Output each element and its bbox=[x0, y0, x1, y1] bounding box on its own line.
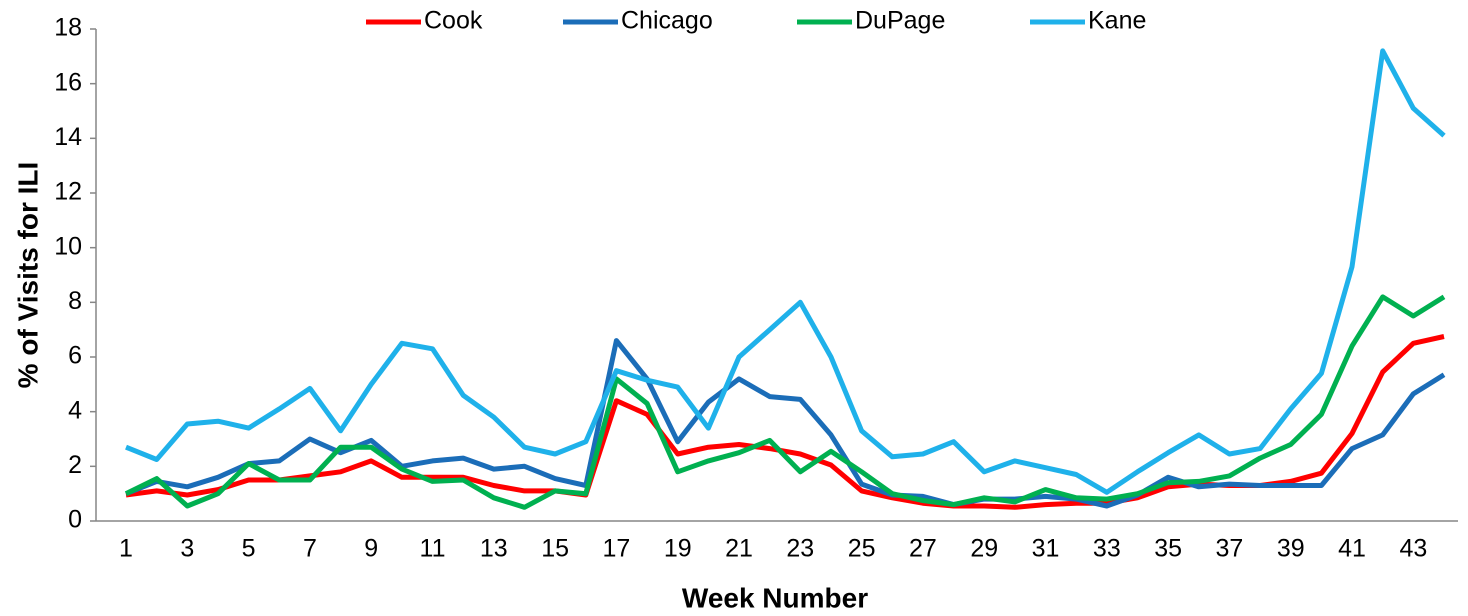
y-axis-title: % of Visits for ILI bbox=[12, 162, 43, 389]
x-tick-label: 29 bbox=[970, 535, 998, 563]
x-tick-label: 25 bbox=[848, 535, 876, 563]
x-tick-label: 3 bbox=[180, 535, 194, 563]
x-tick-label: 43 bbox=[1399, 535, 1427, 563]
x-tick-label: 1 bbox=[119, 535, 133, 563]
x-tick-label: 9 bbox=[364, 535, 378, 563]
y-tick-label: 14 bbox=[54, 123, 82, 151]
x-tick-label: 19 bbox=[664, 535, 692, 563]
x-tick-label: 5 bbox=[242, 535, 256, 563]
y-tick-label: 16 bbox=[54, 68, 82, 96]
series-line bbox=[124, 294, 1446, 510]
y-tick-label: 10 bbox=[54, 232, 82, 260]
x-tick-label: 13 bbox=[480, 535, 508, 563]
y-tick-label: 8 bbox=[68, 287, 82, 315]
x-tick-label: 7 bbox=[303, 535, 317, 563]
series-line bbox=[125, 334, 1445, 510]
x-tick-label: 11 bbox=[420, 535, 446, 563]
y-tick-label: 4 bbox=[68, 396, 82, 424]
y-tick-label: 0 bbox=[68, 506, 82, 534]
x-tick-label: 21 bbox=[725, 535, 753, 563]
y-tick-label: 18 bbox=[54, 14, 82, 42]
x-tick-label: 35 bbox=[1154, 535, 1182, 563]
x-tick-label: 37 bbox=[1216, 535, 1244, 563]
x-tick-label: 27 bbox=[909, 535, 937, 563]
x-axis-title: Week Number bbox=[682, 582, 868, 613]
legend-label: DuPage bbox=[855, 7, 945, 35]
y-tick-label: 12 bbox=[54, 178, 82, 206]
legend-label: Chicago bbox=[621, 7, 713, 35]
x-tick-label: 39 bbox=[1277, 535, 1305, 563]
x-tick-label: 15 bbox=[541, 535, 569, 563]
x-tick-label: 23 bbox=[786, 535, 814, 563]
x-tick-label: 17 bbox=[603, 535, 631, 563]
legend-label: Cook bbox=[424, 7, 483, 35]
x-tick-label: 33 bbox=[1093, 535, 1121, 563]
series-line bbox=[125, 338, 1446, 509]
y-tick-label: 2 bbox=[68, 451, 82, 479]
legend-label: Kane bbox=[1088, 7, 1146, 35]
series-line bbox=[125, 48, 1446, 495]
y-tick-label: 6 bbox=[68, 342, 82, 370]
x-tick-label: 31 bbox=[1032, 535, 1060, 563]
x-tick-label: 41 bbox=[1338, 535, 1366, 563]
